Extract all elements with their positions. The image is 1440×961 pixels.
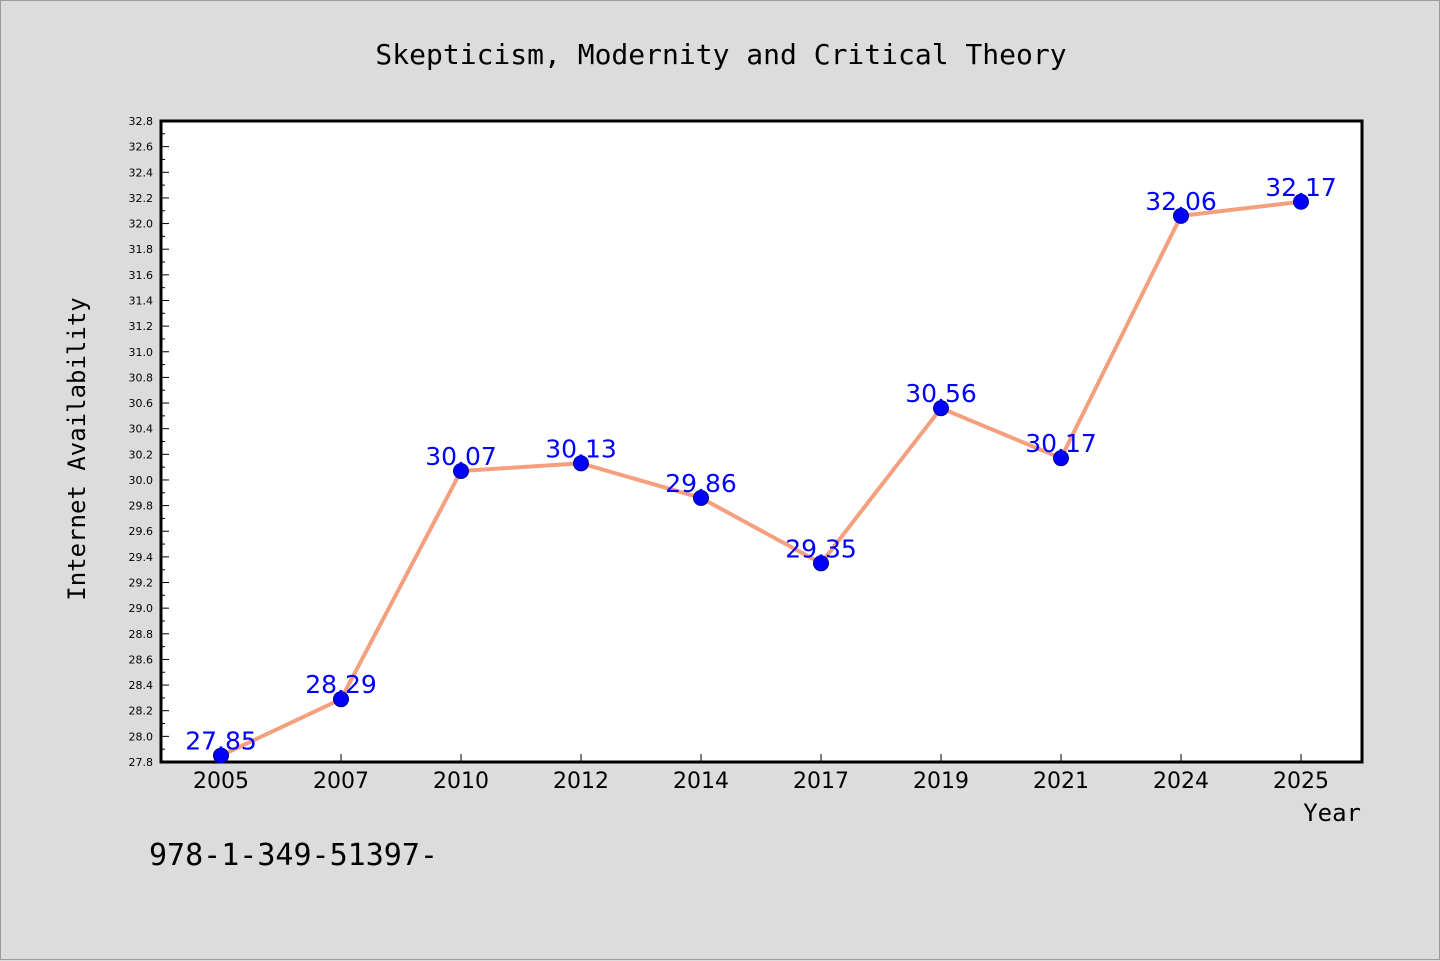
data-point [573, 455, 589, 472]
x-tick-label: 2024 [1153, 769, 1209, 794]
x-axis-label: Year [1303, 799, 1361, 827]
x-axis: 2005 2007 2010 2012 2014 2017 2019 2021 2024 2025 [193, 754, 1329, 794]
data-label: 29.35 [785, 534, 857, 563]
data-point [1173, 207, 1189, 224]
data-point [1293, 193, 1309, 210]
data-point [933, 400, 949, 417]
y-tick-label: 31.6 [129, 269, 154, 282]
y-tick-label: 31.8 [129, 243, 154, 256]
y-tick-label: 29.0 [129, 602, 154, 615]
y-tick-label: 30.4 [129, 423, 154, 436]
y-tick-label: 28.8 [129, 628, 154, 641]
y-tick-label: 29.6 [129, 525, 154, 538]
y-tick-label: 30.0 [129, 474, 154, 487]
y-tick-label: 29.8 [129, 500, 154, 513]
y-tick-label: 30.8 [129, 371, 154, 384]
y-tick-label: 32.4 [129, 166, 154, 179]
y-tick-label: 27.8 [129, 756, 154, 769]
plot-area [159, 119, 1364, 764]
y-tick-label: 30.6 [129, 397, 154, 410]
data-point [1053, 450, 1069, 467]
data-label: 30.56 [905, 379, 977, 408]
chart-title: Skepticism, Modernity and Critical Theor… [375, 38, 1066, 71]
y-tick-label: 30.2 [129, 448, 154, 461]
data-label: 30.17 [1025, 429, 1097, 458]
x-tick-label: 2017 [793, 769, 849, 794]
data-point [813, 555, 829, 572]
data-label: 28.29 [305, 670, 377, 699]
y-tick-label: 32.0 [129, 218, 154, 231]
x-tick-label: 2010 [433, 769, 489, 794]
x-tick-label: 2021 [1033, 769, 1089, 794]
y-tick-label: 28.0 [129, 730, 154, 743]
data-point [453, 462, 469, 479]
data-label: 32.06 [1145, 187, 1217, 216]
x-tick-label: 2012 [553, 769, 609, 794]
y-tick-label: 31.4 [129, 294, 154, 307]
x-tick-label: 2014 [673, 769, 729, 794]
data-label-layer: 27.85 28.29 30.07 30.13 29.86 29.35 30.56 30.17… [185, 173, 1337, 756]
y-tick-label: 31.0 [129, 346, 154, 359]
footer-text: 978-1-349-51397- [149, 838, 438, 873]
y-tick-label: 28.6 [129, 653, 154, 666]
y-tick-label: 28.2 [129, 705, 154, 718]
x-tick-label: 2005 [193, 769, 249, 794]
data-label: 27.85 [185, 727, 257, 756]
y-tick-label: 29.4 [129, 551, 154, 564]
y-tick-label: 29.2 [129, 577, 154, 590]
data-label: 30.07 [425, 442, 497, 471]
y-tick-label: 32.8 [129, 115, 154, 128]
data-label: 29.86 [665, 469, 737, 498]
data-point [333, 691, 349, 708]
series-line [220, 199, 1302, 758]
x-tick-label: 2019 [913, 769, 969, 794]
y-axis-label: Internet Availability [63, 297, 91, 600]
y-tick-label: 32.2 [129, 192, 154, 205]
data-label: 30.13 [545, 434, 617, 463]
data-point [693, 489, 709, 506]
x-tick-label: 2025 [1273, 769, 1329, 794]
data-label: 32.17 [1265, 173, 1337, 202]
y-tick-label: 31.2 [129, 320, 154, 333]
x-tick-label: 2007 [313, 769, 369, 794]
y-axis: 27.8 28.0 28.2 28.4 28.6 28.8 29.0 29.2 29.4 29.6… [129, 115, 169, 769]
y-tick-label: 28.4 [129, 679, 154, 692]
data-point [213, 747, 229, 764]
series-layer [213, 193, 1309, 764]
y-tick-label: 32.6 [129, 141, 154, 154]
